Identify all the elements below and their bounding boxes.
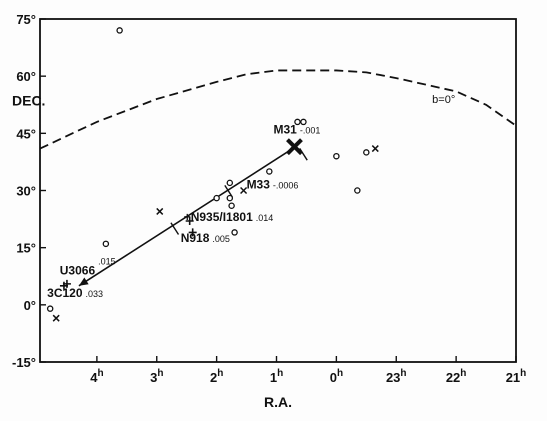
galaxy-cross	[185, 216, 194, 225]
galaxy-x	[371, 145, 379, 153]
galaxy-dot	[116, 27, 123, 34]
galaxy-x	[52, 314, 60, 322]
galaxy-x	[240, 186, 248, 195]
x-tick-value: 21	[506, 370, 520, 385]
galaxy-dot	[213, 194, 220, 202]
galaxy-cross	[62, 279, 71, 288]
galaxy-dot	[226, 179, 234, 187]
m31-marker	[286, 138, 303, 156]
y-tick-label: 60°	[16, 69, 36, 84]
y-tick-label: 0°	[24, 298, 36, 313]
y-tick-label: 30°	[16, 184, 36, 199]
galaxy-dot	[228, 202, 235, 209]
galactic-plane-label: b=0°	[432, 94, 455, 106]
x-tick-unit: h	[277, 368, 283, 379]
object-value: .014	[256, 213, 274, 223]
object-value: .033	[86, 289, 104, 299]
x-tick-label: 3h	[150, 368, 163, 385]
x-tick-unit: h	[460, 368, 466, 379]
object-value: -.0006	[273, 181, 299, 191]
x-tick-unit: h	[400, 368, 406, 379]
galaxy-cross	[188, 228, 197, 237]
x-tick-label: 21h	[506, 368, 527, 385]
object-label: M33 -.0006	[247, 178, 299, 192]
object-value: -.001	[300, 125, 321, 135]
object-name: 3C120	[47, 286, 83, 300]
x-tick-label: 22h	[446, 368, 467, 385]
x-tick-unit: h	[217, 368, 223, 379]
x-tick-label: 1h	[270, 368, 283, 385]
object-name: U3066	[60, 263, 96, 277]
x-tick-label: 23h	[386, 368, 407, 385]
object-label: 3C120.033	[47, 286, 103, 300]
galaxy-dot	[294, 118, 301, 126]
x-tick-value: 3	[150, 370, 157, 385]
x-tick-value: 22	[446, 370, 460, 385]
y-tick-label: 15°	[16, 241, 36, 256]
x-tick-value: 4	[90, 370, 98, 385]
object-name: M31	[274, 122, 298, 136]
y-tick-label: -15°	[12, 355, 36, 370]
x-tick-value: 2	[210, 370, 217, 385]
x-axis-title: R.A.	[264, 394, 292, 410]
object-name: M33	[247, 178, 271, 192]
x-tick-unit: h	[520, 368, 526, 379]
y-tick-label: 75°	[16, 12, 36, 27]
trajectory-arrow-head	[78, 277, 89, 286]
object-value: .015	[98, 256, 116, 266]
x-tick-unit: h	[157, 368, 163, 379]
object-label: M31 -.001	[274, 122, 321, 136]
y-axis-title: DEC.	[12, 92, 45, 108]
x-tick-label: 4h	[90, 368, 103, 385]
galaxy-dot	[226, 194, 234, 202]
y-tick-label: 45°	[16, 126, 36, 141]
object-value: .005	[212, 234, 230, 244]
trajectory-arrow-line	[78, 146, 295, 287]
x-tick-label: 2h	[210, 368, 223, 385]
object-label: N918.005	[181, 231, 230, 245]
trajectory-tick	[170, 222, 180, 235]
galaxy-dot	[266, 168, 273, 175]
x-tick-unit: h	[97, 368, 103, 379]
galaxy-dot	[231, 229, 238, 236]
galaxy-dot	[363, 149, 370, 156]
x-tick-value: 1	[270, 370, 277, 385]
galaxy-dot	[300, 118, 307, 126]
galaxy-dot	[102, 240, 110, 248]
x-tick-value: 0	[330, 370, 337, 385]
galaxy-dot	[354, 187, 361, 194]
galaxy-dot	[333, 152, 340, 160]
x-tick-unit: h	[337, 368, 343, 379]
object-name: +N935/I1801	[184, 210, 253, 224]
galaxy-x	[156, 207, 164, 215]
x-tick-value: 23	[386, 370, 400, 385]
galaxy-dot	[46, 305, 54, 312]
object-name: N918	[181, 231, 210, 245]
x-tick-label: 0h	[330, 368, 343, 385]
galactic-plane-curve	[39, 69, 517, 150]
object-label: +N935/I1801.014	[184, 210, 274, 224]
object-label: U3066.015	[60, 256, 116, 277]
